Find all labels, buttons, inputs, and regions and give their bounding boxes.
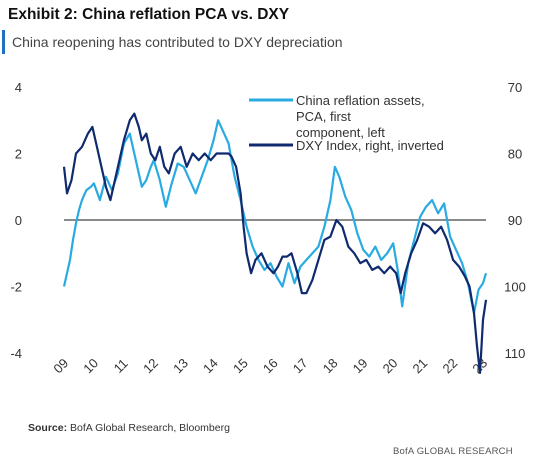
x-tick-label: 10	[80, 355, 101, 376]
legend-label-dxy: DXY Index, right, inverted	[296, 138, 444, 153]
x-tick-label: 11	[111, 356, 131, 376]
source-label: Source:	[28, 422, 68, 434]
left-tick-label: -2	[10, 280, 22, 295]
header-accent-bar	[2, 30, 5, 54]
legend-label-pca: China reflation assets, PCA, first compone…	[296, 93, 425, 140]
x-tick-label: 15	[230, 355, 251, 376]
left-tick-label: -4	[10, 346, 22, 361]
right-tick-label: 70	[508, 80, 522, 95]
x-tick-label: 20	[380, 355, 401, 376]
right-tick-label: 90	[508, 213, 522, 228]
right-tick-label: 110	[505, 346, 526, 361]
x-tick-label: 13	[170, 355, 191, 376]
legend: China reflation assets, PCA, first compone…	[244, 93, 464, 160]
source-text: BofA Global Research, Bloomberg	[70, 422, 230, 434]
x-axis-ticks: 09 10 11 12 13 14 15 16 17 18 19 20 21 22 23	[50, 355, 490, 376]
chart-subtitle: China reopening has contributed to DXY d…	[12, 34, 343, 50]
dxy-series-line	[62, 112, 488, 374]
x-tick-label: 12	[140, 355, 161, 376]
right-tick-label: 100	[504, 280, 526, 295]
left-tick-label: 0	[15, 213, 22, 228]
x-tick-label: 14	[200, 355, 221, 376]
x-tick-label: 17	[290, 355, 311, 376]
footer-brand: BofA GLOBAL RESEARCH	[393, 446, 513, 457]
left-axis-ticks: 4 2 0 -2 -4	[10, 80, 22, 361]
x-tick-label: 09	[50, 355, 71, 376]
left-tick-label: 4	[15, 80, 22, 95]
x-tick-label: 19	[350, 355, 371, 376]
x-tick-label: 22	[439, 355, 460, 376]
left-tick-label: 2	[15, 147, 22, 162]
right-tick-label: 80	[508, 147, 522, 162]
chart-title: Exhibit 2: China reflation PCA vs. DXY	[8, 6, 290, 23]
x-tick-label: 16	[260, 355, 281, 376]
x-tick-label: 21	[410, 355, 431, 376]
pca-series-line	[62, 119, 488, 315]
series-layer	[62, 112, 488, 374]
x-tick-label: 18	[320, 355, 341, 376]
right-axis-ticks: 70 80 90 100 110	[504, 80, 526, 361]
source-note: Source: BofA Global Research, Bloomberg	[28, 422, 230, 434]
legend-background	[244, 94, 464, 160]
